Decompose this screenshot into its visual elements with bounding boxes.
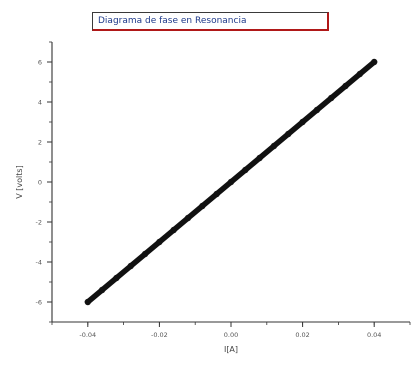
data-point — [213, 190, 220, 198]
data-point — [356, 70, 364, 78]
y-tick-label: -6 — [36, 299, 42, 307]
data-point — [313, 106, 321, 114]
x-tick-label: -0.02 — [151, 331, 168, 339]
data-point — [141, 250, 149, 258]
data-point — [270, 142, 278, 150]
data-point — [227, 178, 235, 186]
x-tick-label: 0.00 — [224, 331, 238, 339]
data-point — [328, 94, 335, 102]
data-point — [98, 286, 106, 294]
y-tick-label: 6 — [38, 59, 42, 67]
data-point — [127, 262, 134, 270]
data-point — [170, 226, 177, 234]
data-point — [242, 166, 249, 174]
y-tick-label: -4 — [36, 259, 42, 267]
data-point — [285, 130, 292, 138]
chart-title: Diagrama de fase en Resonancia — [98, 16, 247, 26]
x-axis-label: I[A] — [224, 345, 238, 354]
data-point — [84, 298, 92, 306]
x-tick-label: 0.02 — [295, 331, 309, 339]
data-point — [199, 202, 206, 210]
data-point — [113, 274, 120, 282]
y-axis-label: V [volts] — [15, 165, 24, 198]
y-tick-label: 2 — [38, 139, 42, 147]
data-point — [184, 214, 192, 222]
chart-title-box: Diagrama de fase en Resonancia — [92, 12, 329, 31]
y-tick-label: 0 — [38, 179, 42, 187]
x-tick-label: 0.04 — [367, 331, 381, 339]
data-point — [342, 82, 349, 90]
x-tick-label: -0.04 — [79, 331, 96, 339]
data-point — [299, 118, 306, 126]
data-point — [256, 154, 263, 162]
data-point — [371, 58, 378, 66]
y-tick-label: -2 — [36, 219, 42, 227]
y-tick-label: 4 — [38, 99, 42, 107]
data-point — [156, 238, 163, 246]
